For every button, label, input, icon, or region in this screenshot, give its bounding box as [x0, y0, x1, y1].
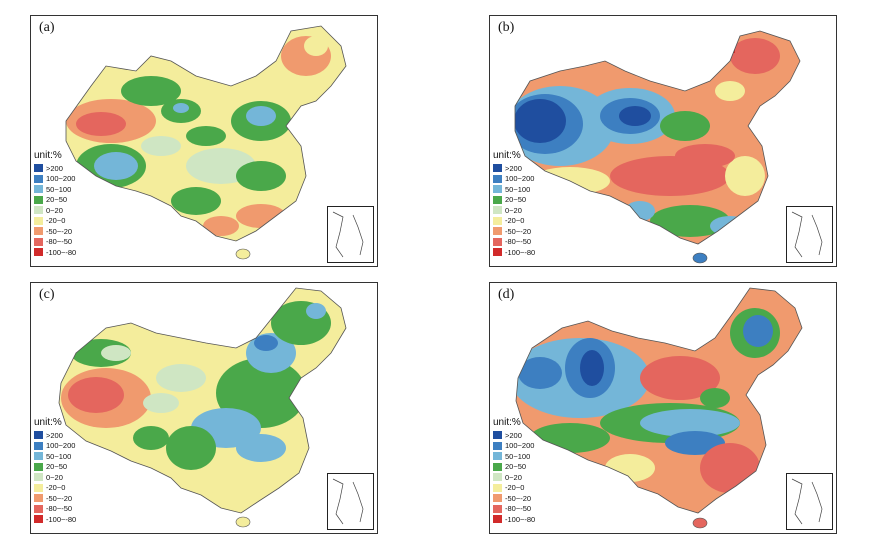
legend-item: 20~50 [493, 462, 555, 473]
legend-item: 50~100 [493, 184, 555, 195]
legend-item: >200 [34, 430, 96, 441]
legend-item: -50~-20 [34, 226, 96, 237]
legend-unit: unit:% [34, 417, 62, 428]
legend-item: -80~-50 [493, 237, 555, 248]
legend-item: 100~200 [493, 174, 555, 185]
legend-item: -20~0 [34, 216, 96, 227]
map-panel-d: (d) unit:% >200 100~200 50~100 20~50 0~2… [489, 282, 837, 534]
legend-item: -100~-80 [34, 247, 96, 258]
legend-unit: unit:% [493, 150, 521, 161]
legend-item: 0~20 [493, 472, 555, 483]
panel-label: (c) [39, 287, 55, 302]
legend-item: >200 [493, 430, 555, 441]
legend-item: -50~-20 [493, 493, 555, 504]
legend-item: >200 [493, 163, 555, 174]
china-anomaly-map-c [58, 287, 347, 528]
panel-label: (d) [498, 287, 515, 302]
legend-item: -20~0 [493, 216, 555, 227]
china-anomaly-map-d [515, 287, 803, 529]
legend-item: 50~100 [493, 451, 555, 462]
china-anomaly-map-b [514, 30, 801, 264]
legend-item: 0~20 [34, 205, 96, 216]
legend-item: 20~50 [493, 195, 555, 206]
legend-item: 0~20 [34, 472, 96, 483]
panel-label: (a) [39, 20, 55, 35]
legend-item: -80~-50 [34, 504, 96, 515]
legend-item: 100~200 [34, 174, 96, 185]
legend-item: 100~200 [34, 441, 96, 452]
map-panel-b: (b) unit:% >200 100~200 50~100 20~50 0~2… [489, 15, 837, 267]
south-china-sea-inset [327, 206, 374, 263]
legend-item: 50~100 [34, 184, 96, 195]
legend-item: -100~-80 [493, 514, 555, 525]
legend-unit: unit:% [493, 417, 521, 428]
legend-item: -20~0 [493, 483, 555, 494]
legend-item: -100~-80 [493, 247, 555, 258]
legend-item: -20~0 [34, 483, 96, 494]
legend-item: -80~-50 [493, 504, 555, 515]
legend-item: -100~-80 [34, 514, 96, 525]
legend-item: -50~-20 [34, 493, 96, 504]
legend-item: 20~50 [34, 195, 96, 206]
south-china-sea-inset [786, 473, 833, 530]
legend-item: 50~100 [34, 451, 96, 462]
map-panel-a: (a) unit:% >200 100~200 50~100 20~50 0~2… [30, 15, 378, 267]
legend-item: 20~50 [34, 462, 96, 473]
legend: unit:% >200 100~200 50~100 20~50 0~20 -2… [34, 417, 96, 525]
legend-item: >200 [34, 163, 96, 174]
legend-item: -50~-20 [493, 226, 555, 237]
map-panel-c: (c) unit:% >200 100~200 50~100 20~50 0~2… [30, 282, 378, 534]
legend: unit:% >200 100~200 50~100 20~50 0~20 -2… [493, 150, 555, 258]
legend-unit: unit:% [34, 150, 62, 161]
legend: unit:% >200 100~200 50~100 20~50 0~20 -2… [34, 150, 96, 258]
panel-label: (b) [498, 20, 515, 35]
legend-item: -80~-50 [34, 237, 96, 248]
legend-item: 100~200 [493, 441, 555, 452]
china-anomaly-map-a [65, 25, 347, 260]
legend: unit:% >200 100~200 50~100 20~50 0~20 -2… [493, 417, 555, 525]
south-china-sea-inset [786, 206, 833, 263]
legend-item: 0~20 [493, 205, 555, 216]
south-china-sea-inset [327, 473, 374, 530]
